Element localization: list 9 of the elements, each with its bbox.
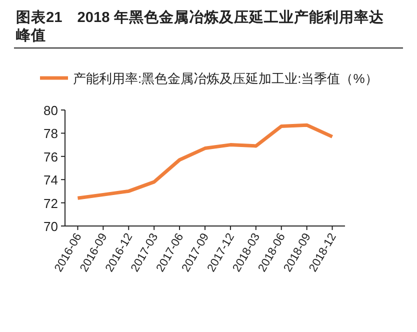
y-tick-label: 80 [44, 103, 58, 118]
legend-label: 产能利用率:黑色金属冶炼及压延加工业:当季值（%） [73, 71, 378, 86]
y-tick-label: 72 [44, 196, 58, 211]
line-series [76, 123, 334, 200]
y-tick-label: 70 [44, 219, 58, 234]
chart-title: 图表21 2018 年黑色金属冶炼及压延工业产能利用率达峰值 [16, 8, 385, 44]
y-tick-label: 74 [44, 172, 58, 188]
y-tick-label: 78 [44, 126, 58, 142]
y-tick-label: 76 [44, 149, 58, 164]
